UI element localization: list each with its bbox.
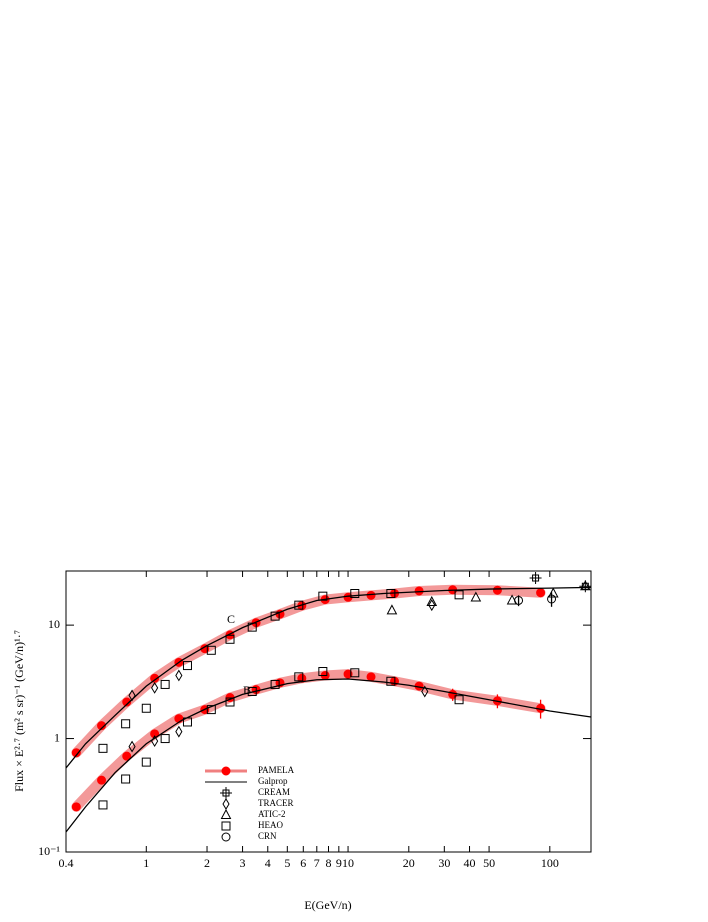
data-point bbox=[141, 757, 151, 767]
x-tick-label: 50 bbox=[483, 856, 495, 870]
legend-marker bbox=[221, 821, 231, 831]
data-point bbox=[580, 580, 591, 591]
data-point bbox=[492, 585, 502, 595]
data-point bbox=[98, 800, 108, 810]
data-point bbox=[366, 672, 376, 682]
legend-marker bbox=[221, 766, 231, 776]
data-point bbox=[151, 681, 159, 694]
curve-label: B bbox=[243, 683, 251, 697]
data-point bbox=[547, 594, 557, 604]
data-point bbox=[151, 735, 159, 748]
data-point bbox=[182, 661, 192, 671]
data-point bbox=[122, 697, 132, 707]
legend-label: CREAM bbox=[258, 787, 290, 797]
data-point bbox=[386, 676, 396, 686]
x-tick-label: 2 bbox=[204, 856, 210, 870]
legend-label: HEAO bbox=[258, 820, 283, 830]
x-tick-label: 20 bbox=[403, 856, 415, 870]
x-tick-label: 7 bbox=[314, 856, 320, 870]
legend-marker bbox=[221, 832, 231, 842]
x-tick-label: 1 bbox=[143, 856, 149, 870]
plot-frame bbox=[65, 570, 592, 853]
data-point bbox=[270, 611, 280, 621]
data-point bbox=[206, 705, 216, 715]
error-band bbox=[71, 584, 546, 758]
data-point bbox=[97, 775, 107, 785]
data-point bbox=[386, 604, 398, 615]
data-point bbox=[247, 622, 257, 632]
data-point bbox=[514, 595, 524, 605]
data-point bbox=[225, 697, 235, 707]
data-point bbox=[128, 740, 136, 753]
data-point bbox=[350, 589, 360, 599]
y-axis-title: Flux × E²·⁷ (m² s sr)⁻¹ (GeV/n)¹·⁷ bbox=[12, 630, 26, 792]
legend-label: Galprop bbox=[258, 776, 288, 786]
x-tick-label: 3 bbox=[240, 856, 246, 870]
x-tick-label: 9 bbox=[336, 856, 342, 870]
x-tick-label: 8 bbox=[326, 856, 332, 870]
data-point bbox=[247, 686, 257, 696]
data-point bbox=[121, 719, 131, 729]
data-point bbox=[454, 590, 464, 600]
x-tick-label: 10 bbox=[342, 856, 354, 870]
data-point bbox=[350, 668, 360, 678]
data-point bbox=[366, 590, 376, 600]
data-point bbox=[175, 725, 183, 738]
x-tick-label: 40 bbox=[464, 856, 476, 870]
model-line bbox=[65, 678, 592, 833]
data-point bbox=[270, 679, 280, 689]
data-point bbox=[121, 774, 131, 784]
legend-label: TRACER bbox=[258, 798, 294, 808]
data-point bbox=[98, 743, 108, 753]
legend-label: PAMELA bbox=[258, 765, 295, 775]
x-axis-title: E(GeV/n) bbox=[304, 898, 351, 912]
data-point bbox=[141, 703, 151, 713]
curve-label: C bbox=[227, 612, 235, 626]
data-point bbox=[225, 634, 235, 644]
y-tick-label: 1 bbox=[54, 730, 60, 744]
data-point bbox=[470, 591, 482, 602]
data-point bbox=[318, 591, 328, 601]
y-tick-label: 10 bbox=[48, 617, 60, 631]
data-point bbox=[386, 589, 396, 599]
data-point bbox=[175, 669, 183, 682]
legend-marker bbox=[220, 808, 232, 819]
model-line bbox=[65, 586, 592, 769]
data-point bbox=[294, 600, 304, 610]
data-point bbox=[128, 689, 136, 702]
x-tick-label: 30 bbox=[438, 856, 450, 870]
data-point bbox=[206, 645, 216, 655]
data-point bbox=[71, 748, 81, 758]
error-band bbox=[71, 669, 546, 812]
data-point bbox=[428, 599, 436, 612]
data-point bbox=[454, 695, 464, 705]
data-point bbox=[536, 588, 546, 598]
data-point bbox=[294, 672, 304, 682]
data-point bbox=[421, 685, 429, 698]
data-point bbox=[122, 751, 132, 761]
data-point bbox=[343, 669, 353, 679]
data-point bbox=[71, 802, 81, 812]
legend-marker bbox=[222, 798, 230, 810]
x-tick-label: 4 bbox=[265, 856, 271, 870]
x-tick-label: 5 bbox=[284, 856, 290, 870]
x-tick-label: 0.4 bbox=[59, 856, 74, 870]
data-point bbox=[529, 572, 542, 585]
data-point bbox=[160, 679, 170, 689]
data-point bbox=[160, 734, 170, 744]
data-point bbox=[426, 595, 438, 606]
data-point bbox=[97, 721, 107, 731]
data-point bbox=[182, 717, 192, 727]
y-tick-label: 10⁻¹ bbox=[38, 844, 60, 858]
x-tick-label: 6 bbox=[300, 856, 306, 870]
data-point bbox=[318, 667, 328, 677]
data-point bbox=[174, 714, 184, 724]
legend-marker bbox=[220, 787, 232, 799]
legend-label: ATIC-2 bbox=[258, 809, 286, 819]
legend-label: CRN bbox=[258, 831, 277, 841]
x-tick-label: 100 bbox=[541, 856, 559, 870]
